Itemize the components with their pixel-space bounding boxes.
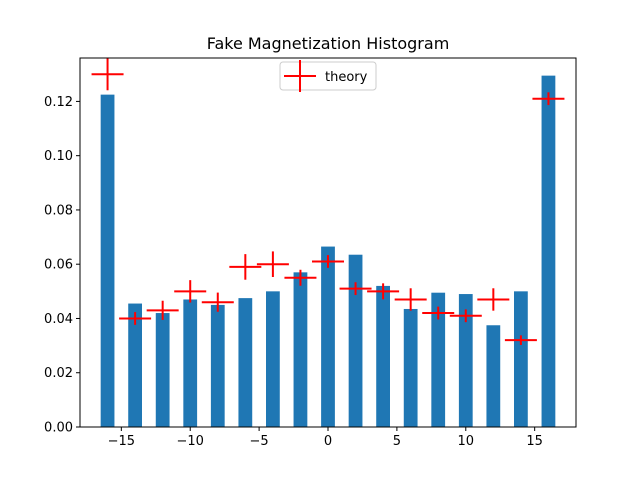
theory-marker	[532, 92, 565, 106]
x-tick-label: 5	[393, 434, 401, 449]
plot-area: −15 −10 −5 0 5 10 15 0.00 0.02 0.04 0.06 0.08 0.10 0.…	[44, 57, 577, 449]
theory-marker	[91, 58, 124, 91]
histogram-bar	[514, 291, 528, 427]
theory-marker	[119, 312, 152, 325]
histogram-bar	[431, 292, 446, 427]
theory-marker	[394, 288, 427, 311]
theory-marker	[422, 306, 455, 320]
chart-title: Fake Magnetization Histogram	[207, 34, 450, 53]
y-tick-label: 0.12	[44, 95, 73, 110]
theory-marker	[367, 283, 400, 300]
histogram-bar	[238, 298, 253, 427]
y-tick-label: 0.02	[44, 366, 73, 381]
x-tick-label: −5	[250, 434, 269, 449]
theory-marker	[477, 288, 510, 311]
theory-marker	[339, 282, 372, 296]
x-tick-label: 0	[324, 434, 332, 449]
theory-marker	[256, 251, 289, 278]
x-tick-label: −15	[108, 434, 135, 449]
histogram-bar	[266, 291, 280, 427]
histogram-bar	[183, 299, 198, 427]
x-tick-label: 15	[526, 434, 543, 449]
legend-box	[279, 61, 377, 91]
histogram-bar	[376, 285, 390, 427]
y-tick-label: 0.00	[44, 421, 73, 436]
legend-theory-marker	[284, 60, 316, 92]
theory-marker	[146, 300, 179, 320]
theory-marker	[312, 255, 344, 268]
y-tick-label: 0.04	[44, 312, 73, 327]
theory-marker	[284, 269, 317, 286]
histogram-bar	[210, 304, 225, 427]
legend-label-theory: theory	[325, 70, 368, 85]
histogram-bar	[541, 75, 556, 427]
histogram-bar	[100, 94, 115, 428]
histogram-bar	[128, 303, 142, 427]
y-tick-label: 0.08	[44, 203, 73, 218]
x-tick-label: 10	[458, 434, 475, 449]
histogram-bar	[348, 254, 363, 427]
theory-marker	[174, 280, 207, 303]
histogram-bar	[458, 294, 473, 427]
histogram-bar	[403, 308, 418, 427]
theory-marker	[229, 254, 262, 280]
y-tick-label: 0.06	[44, 258, 73, 273]
y-tick-label: 0.10	[44, 149, 73, 164]
histogram-bar	[486, 325, 501, 427]
theory-marker	[504, 335, 537, 345]
legend: theory	[279, 60, 377, 92]
theory-marker	[449, 309, 482, 323]
histogram-bar	[293, 272, 308, 427]
histogram-bar	[155, 313, 170, 427]
theory-marker	[201, 292, 234, 312]
x-tick-label: −10	[177, 434, 204, 449]
histogram-bar	[321, 246, 335, 427]
